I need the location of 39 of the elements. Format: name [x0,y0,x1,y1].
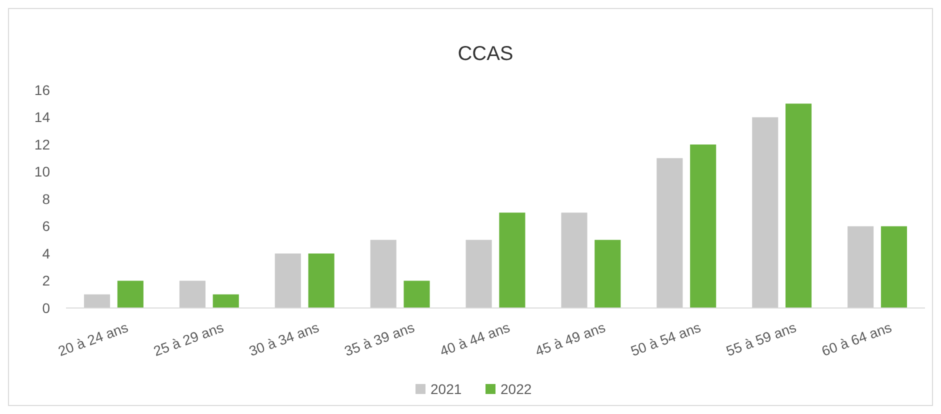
bar [274,254,301,308]
y-tick-label: 8 [42,190,50,207]
x-tick-label: 45 à 49 ans [533,318,608,360]
bar [786,104,812,308]
x-tick-label: 25 à 29 ans [151,318,226,360]
legend-label: 2021 [430,381,462,397]
bar [466,240,492,308]
x-tick-label: 60 à 64 ans [819,318,894,360]
x-tick-label: 50 à 54 ans [628,318,703,360]
bar [84,294,110,308]
bar [404,280,430,308]
bar [880,226,908,308]
y-tick-label: 4 [42,245,50,262]
y-tick-label: 16 [34,82,50,98]
x-tick-label: 40 à 44 ans [438,318,512,360]
y-tick-label: 6 [42,218,50,234]
y-tick-label: 2 [42,272,50,289]
y-tick-label: 14 [34,109,50,126]
bar [308,254,334,308]
y-tick-label: 12 [34,136,50,152]
bar [117,280,144,308]
x-tick-label: 55 à 59 ans [724,318,798,360]
x-tick-label: 20 à 24 ans [56,318,130,360]
y-tick-label: 10 [34,164,50,180]
bar [370,240,396,308]
bar [212,294,239,308]
bar [179,280,206,308]
bar [594,240,621,308]
y-tick-label: 0 [42,300,50,316]
bar [561,212,588,308]
bar [848,226,874,308]
bar [752,117,778,308]
x-tick-label: 30 à 34 ans [246,318,321,360]
x-tick-label: 35 à 39 ans [342,318,416,360]
bar [690,144,716,308]
bar [656,158,683,308]
legend-label: 2022 [500,381,532,397]
bar [499,212,526,308]
chart-title: CCAS [458,43,514,65]
